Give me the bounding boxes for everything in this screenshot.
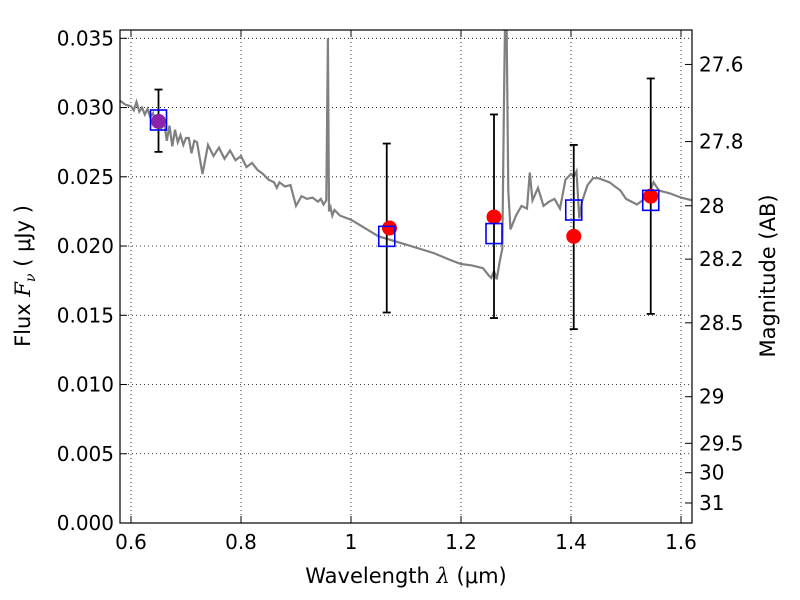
spectrum-line <box>120 30 692 280</box>
spectrum-layer <box>120 30 692 280</box>
mag-tick-label: 28.2 <box>699 247 744 271</box>
model-point <box>377 225 396 248</box>
observed-point <box>643 188 659 204</box>
x-tick-label: 1.6 <box>665 530 697 554</box>
y-axis-title: Flux Fν ( μJy ) <box>11 205 39 347</box>
y-tick-label: 0.005 <box>57 442 114 466</box>
x-tick-label: 1.2 <box>445 530 477 554</box>
right-axis-title: Magnitude (AB) <box>756 194 780 357</box>
grid-layer <box>120 30 692 524</box>
mag-tick-label: 28.5 <box>699 311 744 335</box>
observed-point <box>382 220 397 236</box>
marker-layer <box>149 109 660 248</box>
observed-point <box>486 209 502 225</box>
y-tick-label: 0.015 <box>57 303 114 327</box>
x-tick-label: 1.4 <box>555 530 587 554</box>
x-tick-label: 1 <box>345 530 358 554</box>
mag-tick-label: 27.8 <box>699 130 744 154</box>
mag-tick-label: 29.5 <box>699 431 744 455</box>
observed-point <box>566 228 582 244</box>
mag-tick-label: 27.6 <box>699 52 744 76</box>
mag-tick-label: 29 <box>699 385 724 409</box>
model-point <box>564 199 583 221</box>
x-axis-title: Wavelength λ (μm) <box>305 564 506 588</box>
y-tick-label: 0.010 <box>57 373 114 397</box>
errorbar-layer <box>154 77 655 331</box>
observed-point <box>151 113 166 129</box>
x-tick-label: 0.8 <box>225 530 257 554</box>
plot-frame <box>119 29 693 524</box>
model-point <box>485 222 503 245</box>
x-tick-label: 0.6 <box>115 530 147 554</box>
y-tick-label: 0.020 <box>57 234 114 258</box>
mag-tick-label: 28 <box>699 194 724 218</box>
y-tick-label: 0.025 <box>57 165 114 189</box>
model-point <box>149 109 168 131</box>
mag-tick-label: 30 <box>699 461 724 485</box>
y-tick-label: 0.000 <box>57 511 114 535</box>
mag-tick-label: 31 <box>699 491 724 515</box>
tick-layer: 0.6 0.8 1 1.2 1.4 1.6 0.000 0.005 0.010 0.015 0.02… <box>57 26 744 554</box>
model-point <box>641 189 660 212</box>
y-tick-label: 0.030 <box>57 96 114 120</box>
y-tick-label: 0.035 <box>57 26 114 50</box>
